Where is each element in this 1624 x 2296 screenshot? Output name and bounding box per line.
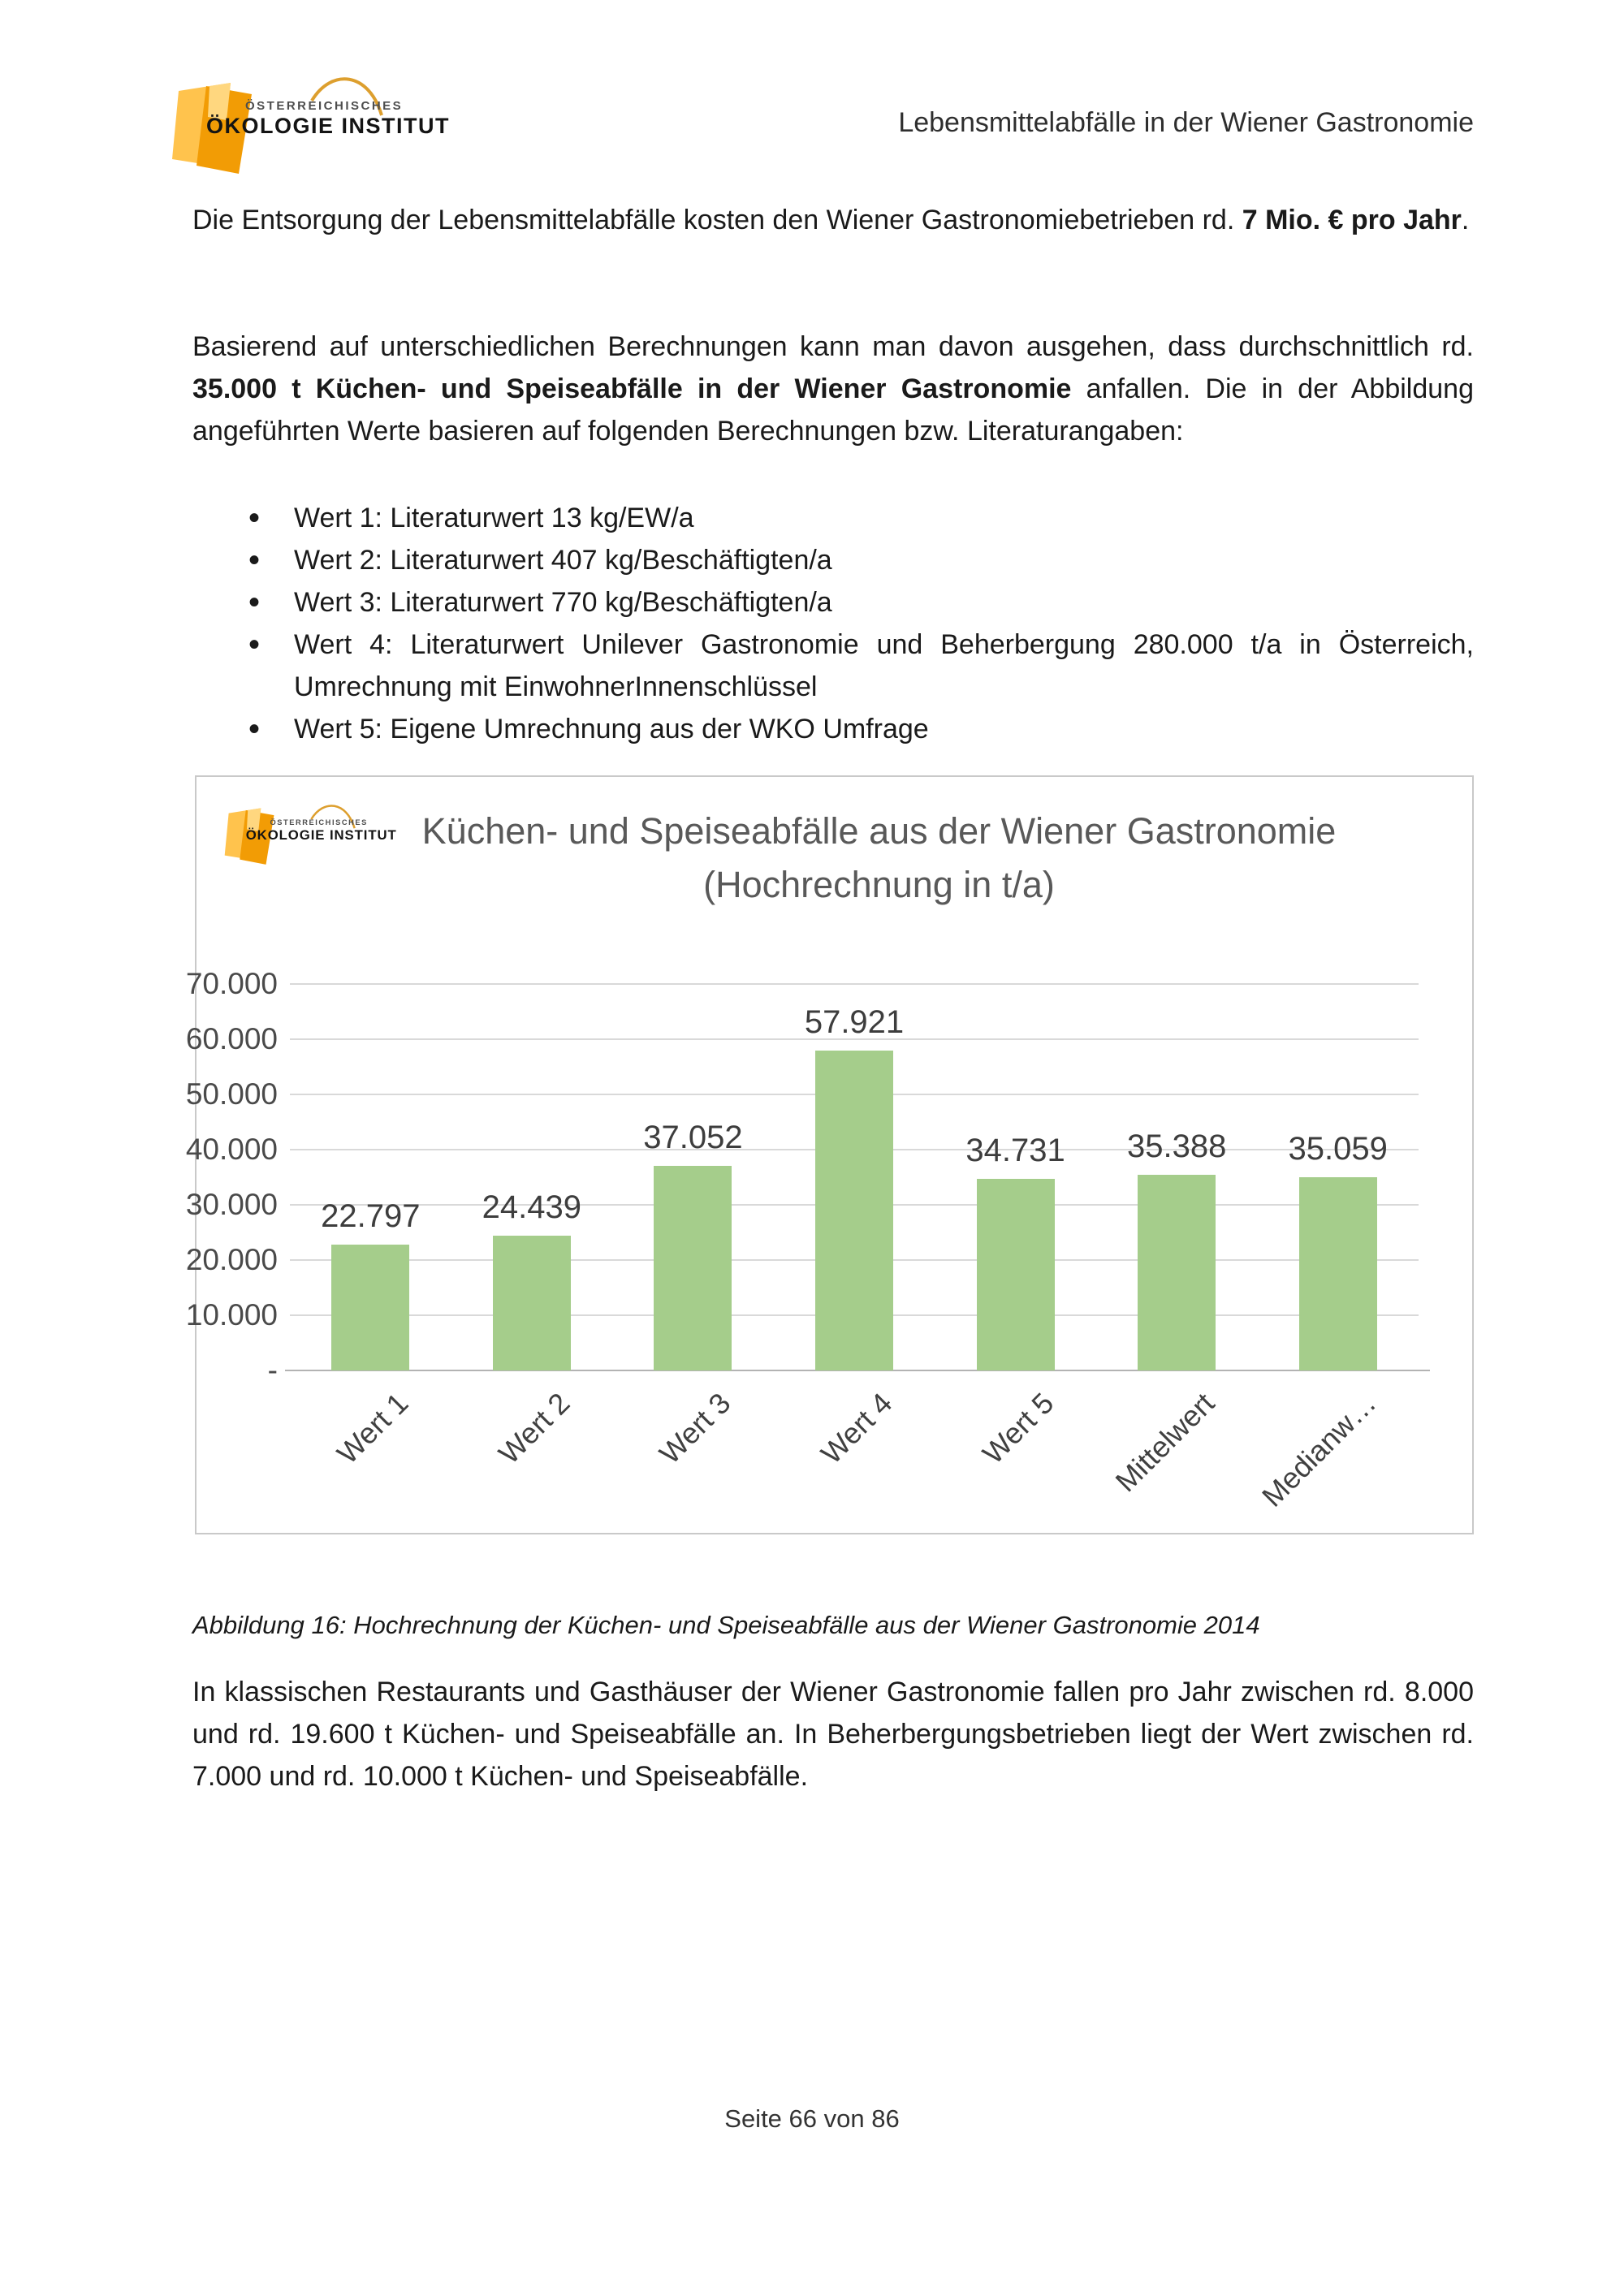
paragraph-restaurants: In klassischen Restaurants und Gasthäuse… [192, 1671, 1474, 1798]
x-axis-tick-label: Medianw… [1255, 1386, 1383, 1513]
figure-chart: ÖSTERREICHISCHES ÖKOLOGIE INSTITUT Küche… [186, 775, 1474, 1534]
bar-Wert 2 [492, 1236, 571, 1370]
x-axis-tick-label: Mittelwert [1108, 1386, 1221, 1499]
x-axis-tick-label: Wert 3 [653, 1386, 737, 1470]
logo-shape-pale [208, 83, 231, 120]
data-label: 22.797 [321, 1198, 421, 1234]
chart-title-line1: Küchen- und Speiseabfälle aus der Wiener… [421, 810, 1337, 852]
bold-text-run: 7 Mio. € pro Jahr [1242, 205, 1462, 235]
chart-logo: ÖSTERREICHISCHES ÖKOLOGIE INSTITUT [218, 798, 396, 866]
chart-title-line2: (Hochrechnung in t/a) [703, 864, 1055, 905]
data-label: 24.439 [482, 1189, 582, 1225]
figure-caption: Abbildung 16: Hochrechnung der Küchen- u… [192, 1611, 1260, 1639]
logo-arc [310, 77, 383, 116]
logo-text-small: ÖSTERREICHISCHES [270, 818, 368, 827]
running-header-title: Lebensmittelabfälle in der Wiener Gastro… [898, 107, 1474, 138]
literature-list: Wert 1: Literaturwert 13 kg/EW/aWert 2: … [244, 497, 1474, 750]
paragraph-calculations: Basierend auf unterschiedlichen Berechnu… [192, 326, 1474, 452]
page-number: Seite 66 von 86 [724, 2104, 900, 2133]
bar-Wert 1 [331, 1245, 410, 1370]
logo-text-small: ÖSTERREICHISCHES [245, 99, 404, 113]
list-item: Wert 1: Literaturwert 13 kg/EW/a [244, 497, 1474, 539]
list-item: Wert 4: Literaturwert Unilever Gastronom… [244, 624, 1474, 708]
list-item: Wert 2: Literaturwert 407 kg/Beschäftigt… [244, 539, 1474, 581]
y-axis-tick-label: 40.000 [185, 1133, 278, 1166]
data-label: 57.921 [804, 1004, 905, 1040]
chart-plot: 70.000 60.000 50.000 40.000 30.000 20.000 10.0… [186, 967, 1430, 1513]
paragraph-costs: Die Entsorgung der Lebensmittelabfälle k… [192, 199, 1474, 241]
text-run: Die Entsorgung der Lebensmittelabfälle k… [192, 205, 1242, 235]
bold-text-run: 35.000 t Küchen- und Speiseabfälle in de… [192, 373, 1072, 404]
institute-logo: ÖSTERREICHISCHES ÖKOLOGIE INSTITUT [161, 67, 449, 176]
x-axis-tick-label: Wert 4 [814, 1386, 899, 1470]
text-run: In klassischen Restaurants und Gasthäuse… [192, 1677, 1474, 1792]
list-item: Wert 5: Eigene Umrechnung aus der WKO Um… [244, 708, 1474, 750]
y-axis-tick-label: 20.000 [185, 1243, 278, 1276]
x-axis-line [285, 1370, 1430, 1371]
bar-Wert 4 [815, 1051, 893, 1370]
data-label: 35.059 [1288, 1131, 1388, 1167]
x-axis-tick-label: Wert 2 [491, 1386, 577, 1470]
text-run: Basierend auf unterschiedlichen Berechnu… [192, 331, 1474, 362]
y-axis-tick-label: - [267, 1353, 278, 1387]
y-axis-tick-label: 10.000 [185, 1298, 278, 1331]
data-label: 34.731 [965, 1133, 1065, 1168]
y-axis-tick-label: 30.000 [185, 1188, 278, 1221]
chart-logo-graphic [224, 805, 356, 865]
logo-arc [310, 805, 356, 829]
text-run: anfallen. Die in der Abbildung angeführt… [192, 373, 1474, 447]
gridline [290, 983, 1419, 985]
logo-shape-pale [246, 808, 261, 831]
y-axis-tick-label: 60.000 [185, 1022, 278, 1055]
y-axis-tick-label: 70.000 [185, 967, 278, 1000]
institute-logo-graphic [172, 77, 383, 174]
logo-text-large: ÖKOLOGIE INSTITUT [245, 826, 397, 843]
x-axis-tick-label: Wert 1 [330, 1386, 415, 1470]
y-axis-tick-label: 50.000 [185, 1077, 278, 1111]
list-item: Wert 3: Literaturwert 770 kg/Beschäftigt… [244, 581, 1474, 624]
data-label: 35.388 [1126, 1129, 1227, 1164]
bar-Wert 5 [976, 1179, 1055, 1370]
text-run: . [1461, 205, 1470, 235]
bar-Wert 3 [654, 1166, 732, 1370]
chart-title: Küchen- und Speiseabfälle aus der Wiener… [318, 805, 1440, 912]
bar-Medianw… [1298, 1177, 1377, 1370]
bar-Mittelwert [1138, 1175, 1216, 1370]
logo-text-large: ÖKOLOGIE INSTITUT [206, 114, 450, 138]
x-axis-tick-label: Wert 5 [975, 1386, 1060, 1470]
data-label: 37.052 [643, 1120, 743, 1155]
gridline [290, 1038, 1419, 1040]
